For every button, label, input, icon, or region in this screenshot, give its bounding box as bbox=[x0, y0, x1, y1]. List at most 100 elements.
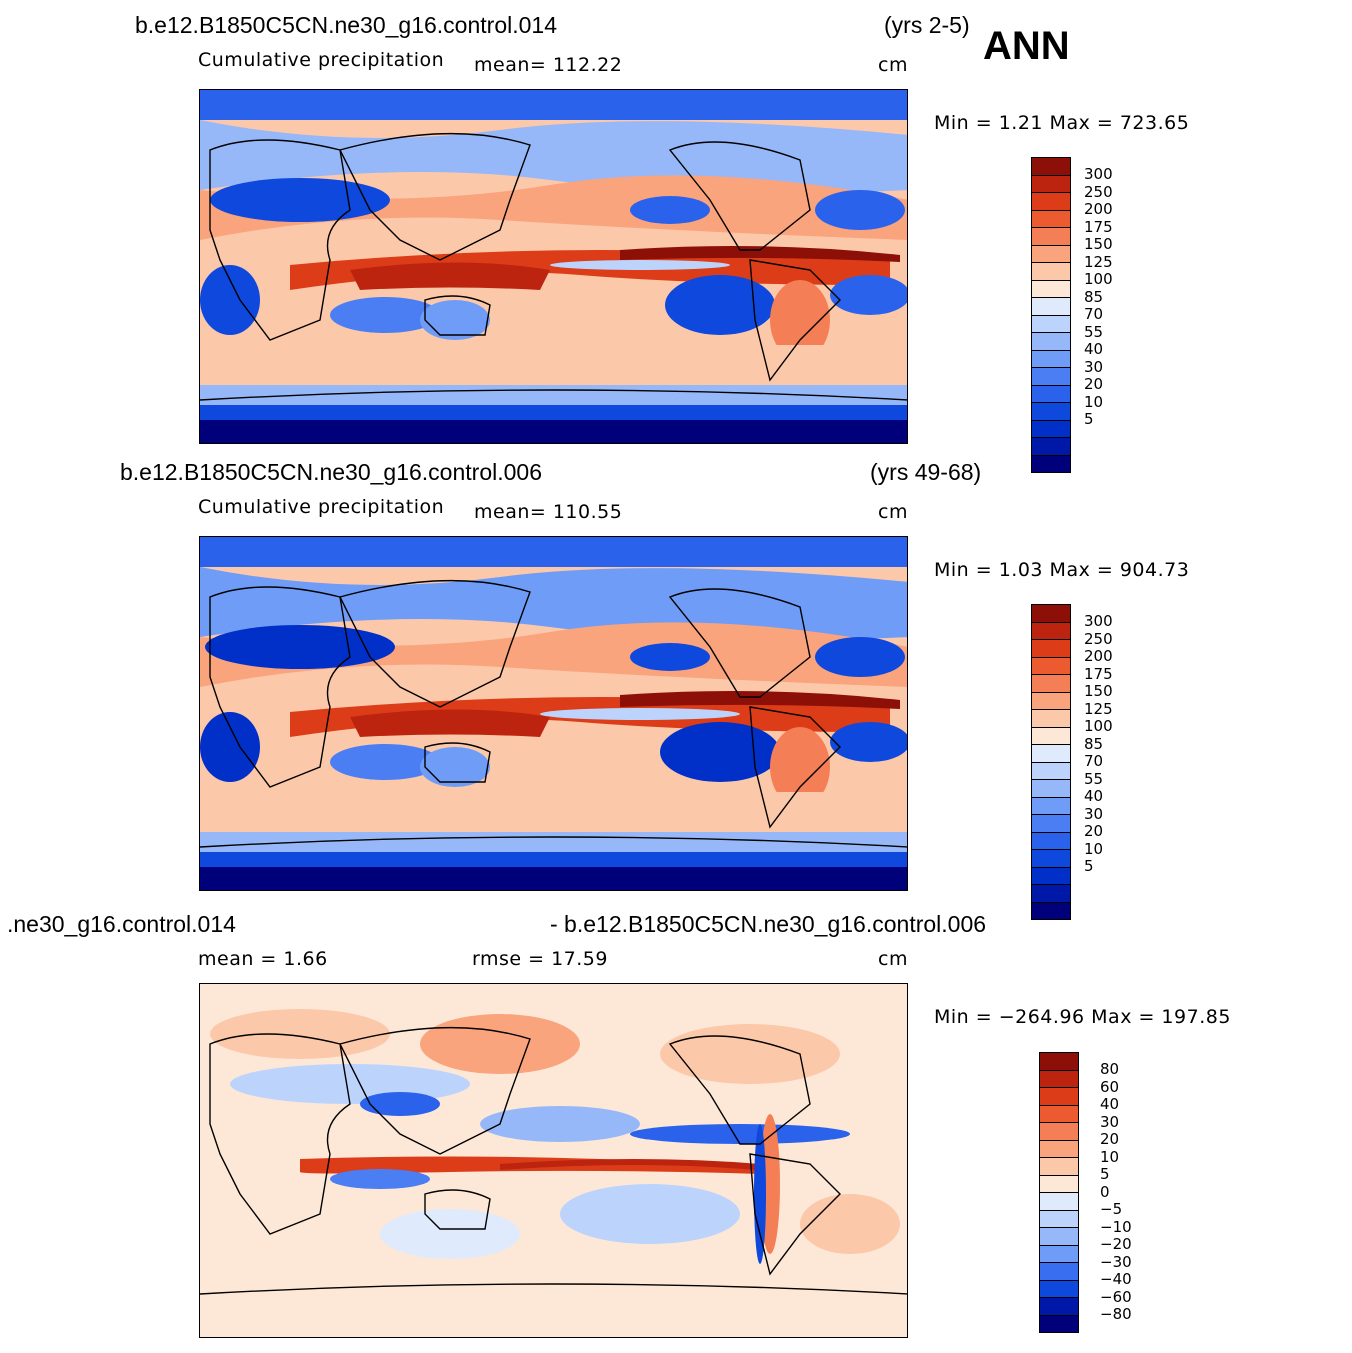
colorbar-tick-label: −60 bbox=[1100, 1287, 1132, 1306]
colorbar-swatch bbox=[1039, 1262, 1079, 1280]
colorbar-swatch bbox=[1031, 437, 1071, 455]
colorbar-swatch bbox=[1039, 1297, 1079, 1315]
colorbar-swatch bbox=[1031, 744, 1071, 762]
colorbar-swatch bbox=[1039, 1192, 1079, 1210]
panel3-mean: mean = 1.66 bbox=[198, 948, 328, 970]
colorbar-tick-label: 125 bbox=[1084, 252, 1113, 271]
panel1-map-field bbox=[200, 90, 907, 443]
colorbar-tick-label: 200 bbox=[1084, 647, 1113, 665]
colorbar-tick-label: 85 bbox=[1084, 734, 1104, 753]
colorbar-tick-label: −80 bbox=[1100, 1305, 1132, 1323]
colorbar-tick-label: 175 bbox=[1084, 217, 1113, 236]
colorbar-tick-label: −30 bbox=[1100, 1252, 1132, 1271]
colorbar-swatch bbox=[1039, 1227, 1079, 1245]
panel3-case-right: - b.e12.B1850C5CN.ne30_g16.control.006 bbox=[550, 911, 987, 937]
colorbar-swatch bbox=[1031, 726, 1071, 745]
colorbar-swatch bbox=[1039, 1104, 1079, 1123]
panel3-minmax: Min = −264.96 Max = 197.85 bbox=[934, 1006, 1231, 1028]
colorbar-swatch bbox=[1039, 1087, 1079, 1105]
colorbar-swatch bbox=[1031, 244, 1071, 263]
colorbar-swatch bbox=[1031, 621, 1071, 640]
colorbar-swatch bbox=[1031, 674, 1071, 692]
colorbar-swatch bbox=[1031, 761, 1071, 780]
colorbar-swatch bbox=[1039, 1244, 1079, 1263]
colorbar-tick-label: 20 bbox=[1084, 822, 1104, 840]
colorbar-tick-label: 100 bbox=[1084, 270, 1113, 288]
colorbar-swatch bbox=[1031, 174, 1071, 193]
colorbar-tick-label: 5 bbox=[1084, 857, 1094, 875]
panel2-map-field bbox=[200, 537, 907, 890]
colorbar-swatch bbox=[1039, 1279, 1079, 1298]
colorbar-tick-label: 70 bbox=[1084, 752, 1104, 770]
colorbar-swatch bbox=[1031, 402, 1071, 420]
colorbar-tick-label: 200 bbox=[1084, 200, 1113, 218]
colorbar-tick-label: −20 bbox=[1100, 1235, 1132, 1253]
colorbar-tick-label: 250 bbox=[1084, 182, 1113, 201]
colorbar-tick-label: 20 bbox=[1100, 1130, 1120, 1148]
colorbar-swatch bbox=[1031, 384, 1071, 403]
season-label: ANN bbox=[983, 24, 1070, 68]
panel1-case-title: b.e12.B1850C5CN.ne30_g16.control.014 bbox=[135, 12, 557, 38]
colorbar-swatch bbox=[1039, 1209, 1079, 1228]
colorbar-swatch bbox=[1031, 779, 1071, 797]
panel3-case-left: .ne30_g16.control.014 bbox=[7, 911, 236, 937]
colorbar-swatch bbox=[1031, 831, 1071, 850]
colorbar-tick-label: 0 bbox=[1100, 1182, 1110, 1201]
panel2-minmax: Min = 1.03 Max = 904.73 bbox=[934, 559, 1190, 581]
colorbar-tick-label: 250 bbox=[1084, 629, 1113, 648]
panel2-case-title: b.e12.B1850C5CN.ne30_g16.control.006 bbox=[120, 459, 542, 485]
panel3-map bbox=[199, 983, 908, 1338]
colorbar-swatch bbox=[1031, 419, 1071, 438]
panel3-map-field bbox=[200, 984, 907, 1337]
colorbar-tick-label: 5 bbox=[1084, 410, 1094, 428]
colorbar-swatch bbox=[1031, 297, 1071, 315]
colorbar-swatch bbox=[1031, 691, 1071, 710]
colorbar-tick-label: 55 bbox=[1084, 322, 1104, 341]
colorbar-swatch bbox=[1031, 849, 1071, 867]
panel3-rmse: rmse = 17.59 bbox=[472, 948, 608, 970]
colorbar-tick-label: 150 bbox=[1084, 682, 1113, 700]
colorbar-swatch bbox=[1031, 656, 1071, 675]
colorbar-tick-label: 30 bbox=[1100, 1112, 1120, 1131]
colorbar-swatch bbox=[1031, 349, 1071, 368]
colorbar-tick-label: −10 bbox=[1100, 1217, 1132, 1236]
colorbar-swatch bbox=[1039, 1122, 1079, 1140]
colorbar-tick-label: 150 bbox=[1084, 235, 1113, 253]
colorbar-tick-label: 55 bbox=[1084, 769, 1104, 788]
colorbar-swatch bbox=[1031, 332, 1071, 350]
panel2-variable: Cumulative precipitation bbox=[198, 496, 445, 518]
colorbar-tick-label: 40 bbox=[1084, 340, 1104, 358]
colorbar-tick-label: 5 bbox=[1100, 1165, 1110, 1183]
colorbar-swatch bbox=[1039, 1052, 1079, 1070]
colorbar-swatch bbox=[1031, 192, 1071, 210]
colorbar-tick-label: 10 bbox=[1084, 839, 1104, 858]
colorbar-tick-label: 125 bbox=[1084, 699, 1113, 718]
colorbar-swatch bbox=[1031, 604, 1071, 622]
colorbar-swatch bbox=[1039, 1139, 1079, 1158]
panel2-map bbox=[199, 536, 908, 891]
panel1-mean: mean= 112.22 bbox=[474, 54, 623, 76]
colorbar-swatch bbox=[1031, 157, 1071, 175]
colorbar-tick-label: 10 bbox=[1100, 1147, 1120, 1166]
panel1-years: (yrs 2-5) bbox=[884, 12, 970, 38]
colorbar-swatch bbox=[1031, 262, 1071, 280]
colorbar-tick-label: 40 bbox=[1084, 787, 1104, 805]
colorbar-tick-label: 40 bbox=[1100, 1095, 1120, 1113]
colorbar-swatch bbox=[1031, 454, 1071, 473]
colorbar-tick-label: 100 bbox=[1084, 717, 1113, 735]
colorbar-tick-label: 85 bbox=[1084, 287, 1104, 306]
colorbar-swatch bbox=[1031, 814, 1071, 832]
colorbar-tick-label: 80 bbox=[1100, 1060, 1120, 1078]
colorbar-swatch bbox=[1039, 1069, 1079, 1088]
colorbar-swatch bbox=[1031, 884, 1071, 902]
panel2-units: cm bbox=[878, 501, 908, 523]
colorbar-tick-label: 10 bbox=[1084, 392, 1104, 411]
panel1-units: cm bbox=[878, 54, 908, 76]
colorbar-tick-label: 30 bbox=[1084, 357, 1104, 376]
panel1-minmax: Min = 1.21 Max = 723.65 bbox=[934, 112, 1190, 134]
colorbar-tick-label: −40 bbox=[1100, 1270, 1132, 1288]
colorbar-swatch bbox=[1039, 1157, 1079, 1175]
colorbar-swatch bbox=[1031, 639, 1071, 657]
colorbar-swatch bbox=[1031, 866, 1071, 885]
panel3-units: cm bbox=[878, 948, 908, 970]
